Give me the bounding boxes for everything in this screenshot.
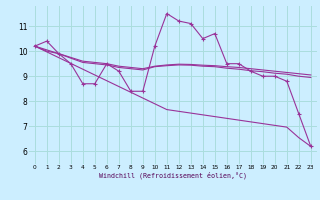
X-axis label: Windchill (Refroidissement éolien,°C): Windchill (Refroidissement éolien,°C) bbox=[99, 172, 247, 179]
